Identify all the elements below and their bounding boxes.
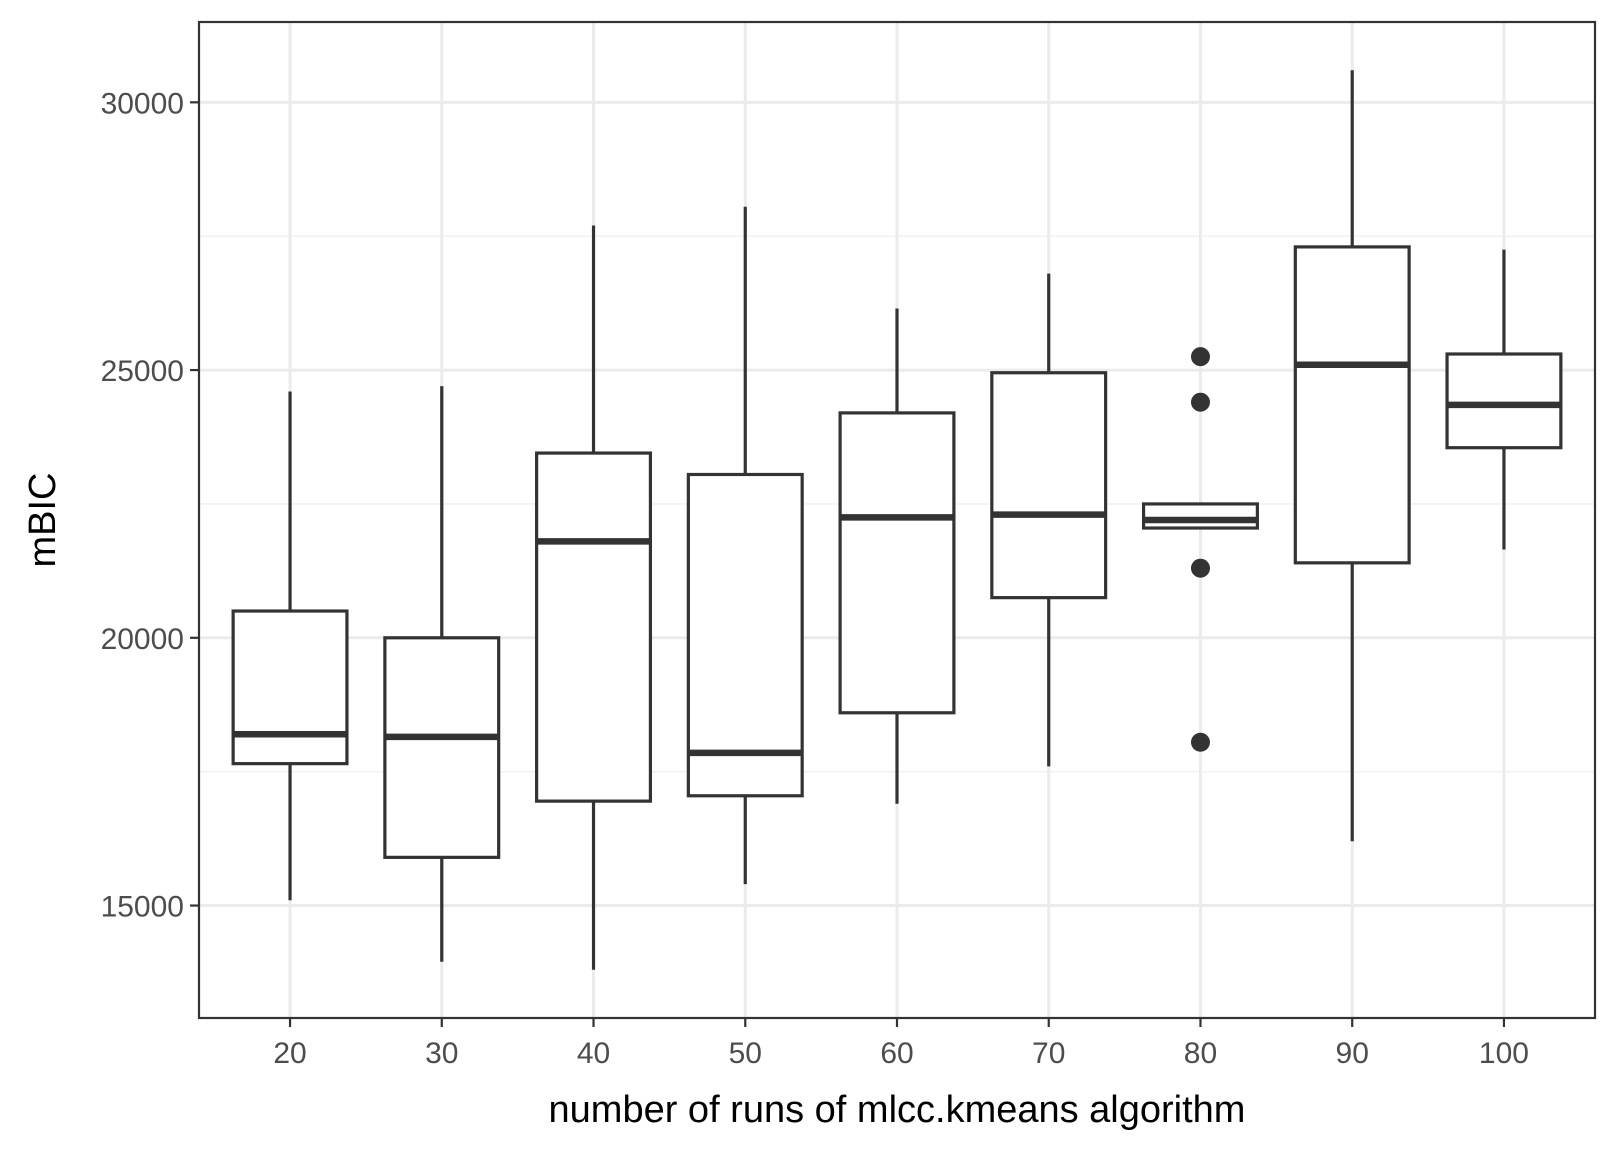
y-tick-label: 15000: [101, 891, 184, 924]
box-80: [1141, 347, 1259, 752]
x-tick-label: 80: [1184, 1037, 1217, 1070]
box-body: [1141, 502, 1259, 530]
x-tick-label: 50: [729, 1037, 762, 1070]
box-body: [383, 636, 501, 859]
outlier-point: [1190, 347, 1210, 367]
y-axis-title: mBIC: [22, 473, 64, 568]
box-100: [1445, 249, 1563, 550]
x-tick-label: 100: [1479, 1037, 1529, 1070]
axes-layer: 15000 20000 25000 30000 20 30 40 50 60 70 80 90 100: [101, 87, 1529, 1070]
box-body: [535, 451, 653, 803]
box-body: [1445, 352, 1563, 450]
box-40: [535, 225, 653, 970]
outlier-point: [1190, 558, 1210, 578]
box-60: [838, 308, 956, 804]
y-tick-label: 30000: [101, 87, 184, 120]
box-body: [990, 371, 1108, 600]
boxes-layer: [231, 70, 1563, 970]
x-axis-title: number of runs of mlcc.kmeans algorithm: [549, 1089, 1246, 1131]
box-20: [231, 391, 349, 901]
x-tick-label: 30: [425, 1037, 458, 1070]
x-tick-label: 40: [577, 1037, 610, 1070]
y-tick-label: 25000: [101, 355, 184, 388]
outlier-point: [1190, 392, 1210, 412]
x-tick-label: 70: [1032, 1037, 1065, 1070]
box-body: [1293, 245, 1411, 565]
box-body: [838, 411, 956, 715]
box-body: [231, 609, 349, 766]
x-tick-label: 60: [880, 1037, 913, 1070]
box-30: [383, 386, 501, 962]
box-70: [990, 273, 1108, 767]
y-tick-label: 20000: [101, 623, 184, 656]
x-tick-label: 90: [1336, 1037, 1369, 1070]
outlier-point: [1190, 732, 1210, 752]
box-90: [1293, 70, 1411, 842]
box-body: [686, 472, 804, 798]
box-50: [686, 206, 804, 885]
x-tick-label: 20: [273, 1037, 306, 1070]
